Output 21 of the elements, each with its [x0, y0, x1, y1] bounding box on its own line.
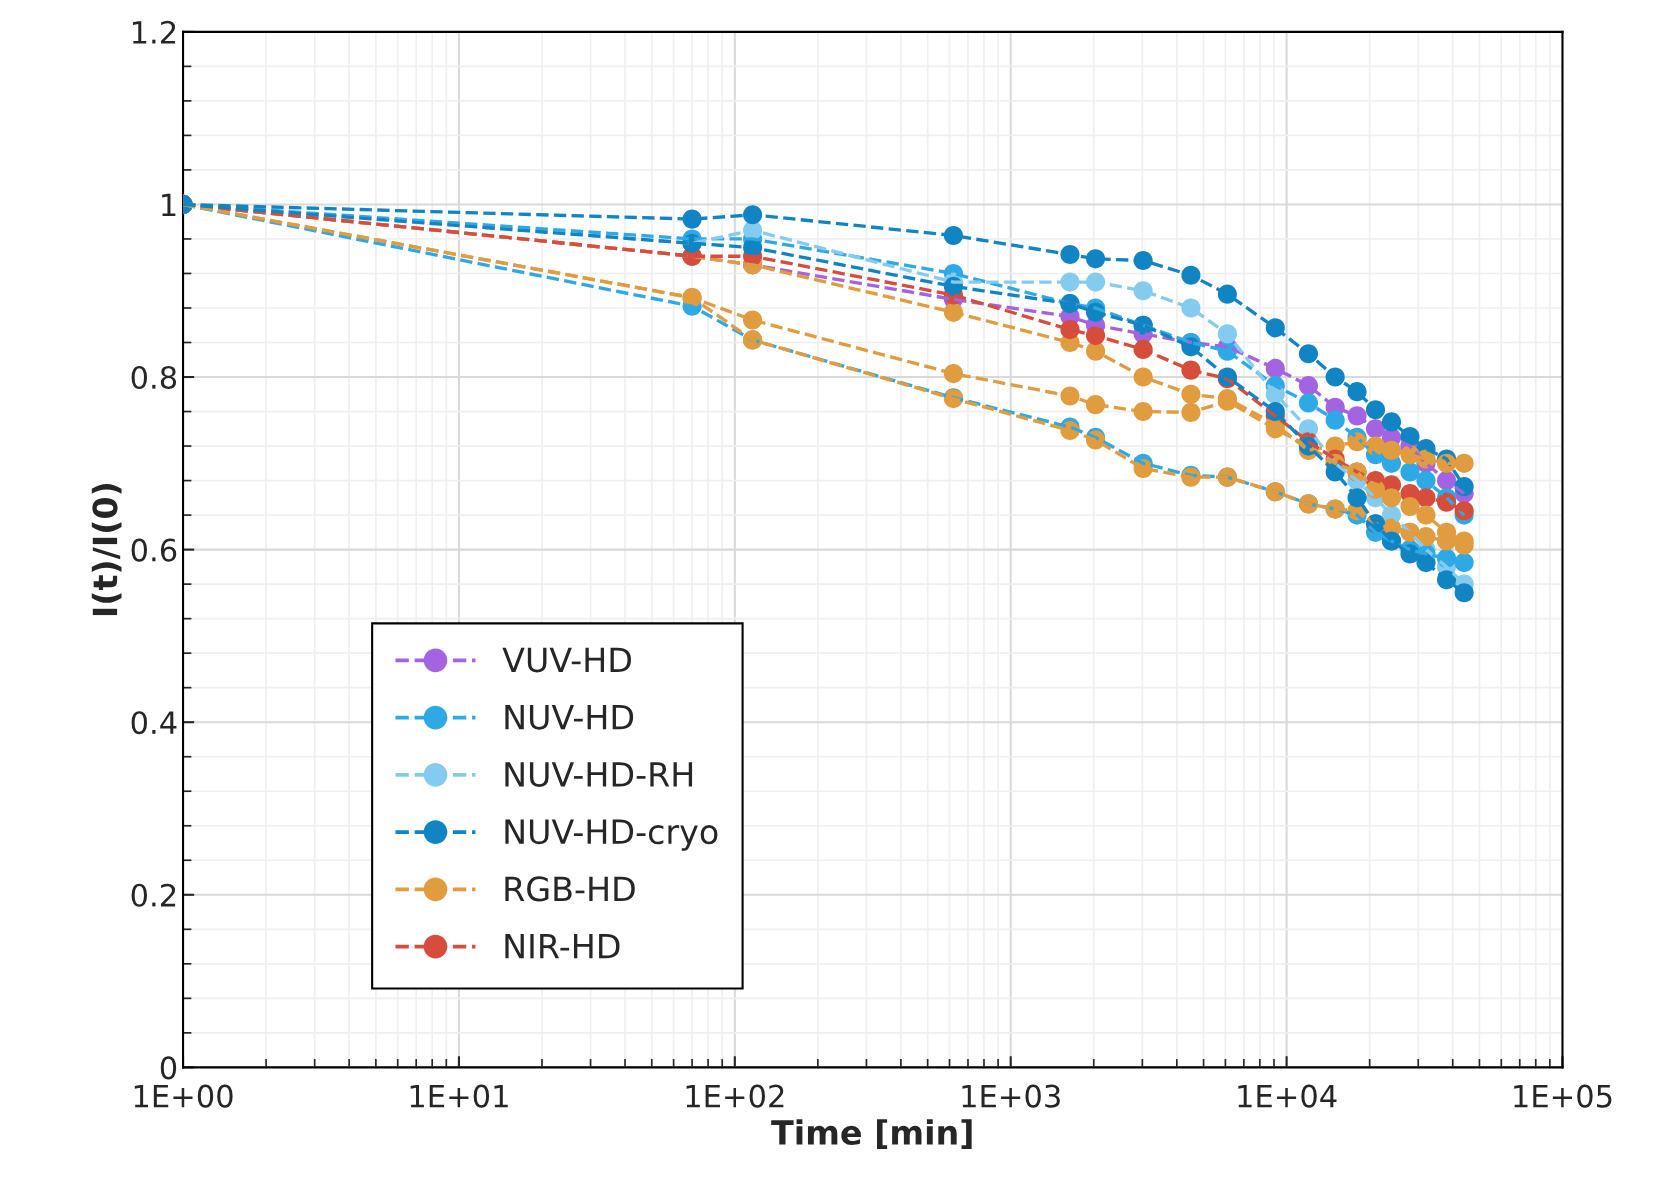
legend-label: NIR-HD — [505, 934, 620, 959]
x-tick-label: 1E+01 — [410, 1084, 508, 1108]
y-tick-label: 0.6 — [131, 538, 177, 562]
y-tick-label: 0 — [160, 1056, 177, 1080]
legend-label: VUV-HD — [502, 647, 631, 673]
x-tick-label: 1E+03 — [962, 1084, 1060, 1108]
x-axis-title: Time [min] — [771, 1119, 972, 1149]
legend-label: NUV-HD — [505, 704, 634, 730]
y-tick-label: 0.2 — [131, 883, 176, 907]
legend-label: NUV-HD-cryo — [505, 819, 718, 851]
y-tick-label: 1 — [162, 193, 176, 217]
y-tick-label: 1.2 — [132, 20, 176, 44]
y-tick-label: 0.4 — [131, 711, 177, 735]
legend-label: RGB-HD — [505, 876, 635, 902]
x-tick-label: 1E+04 — [1238, 1084, 1337, 1108]
x-tick-label: 1E+02 — [686, 1084, 784, 1108]
x-tick-label: 1E+05 — [1514, 1084, 1612, 1108]
legend-label: NUV-HD-RH — [505, 762, 693, 788]
y-axis-title: I(t)/I(0) — [91, 483, 122, 616]
y-tick-label: 0.8 — [131, 365, 177, 390]
x-tick-label: 1E+00 — [134, 1084, 233, 1108]
